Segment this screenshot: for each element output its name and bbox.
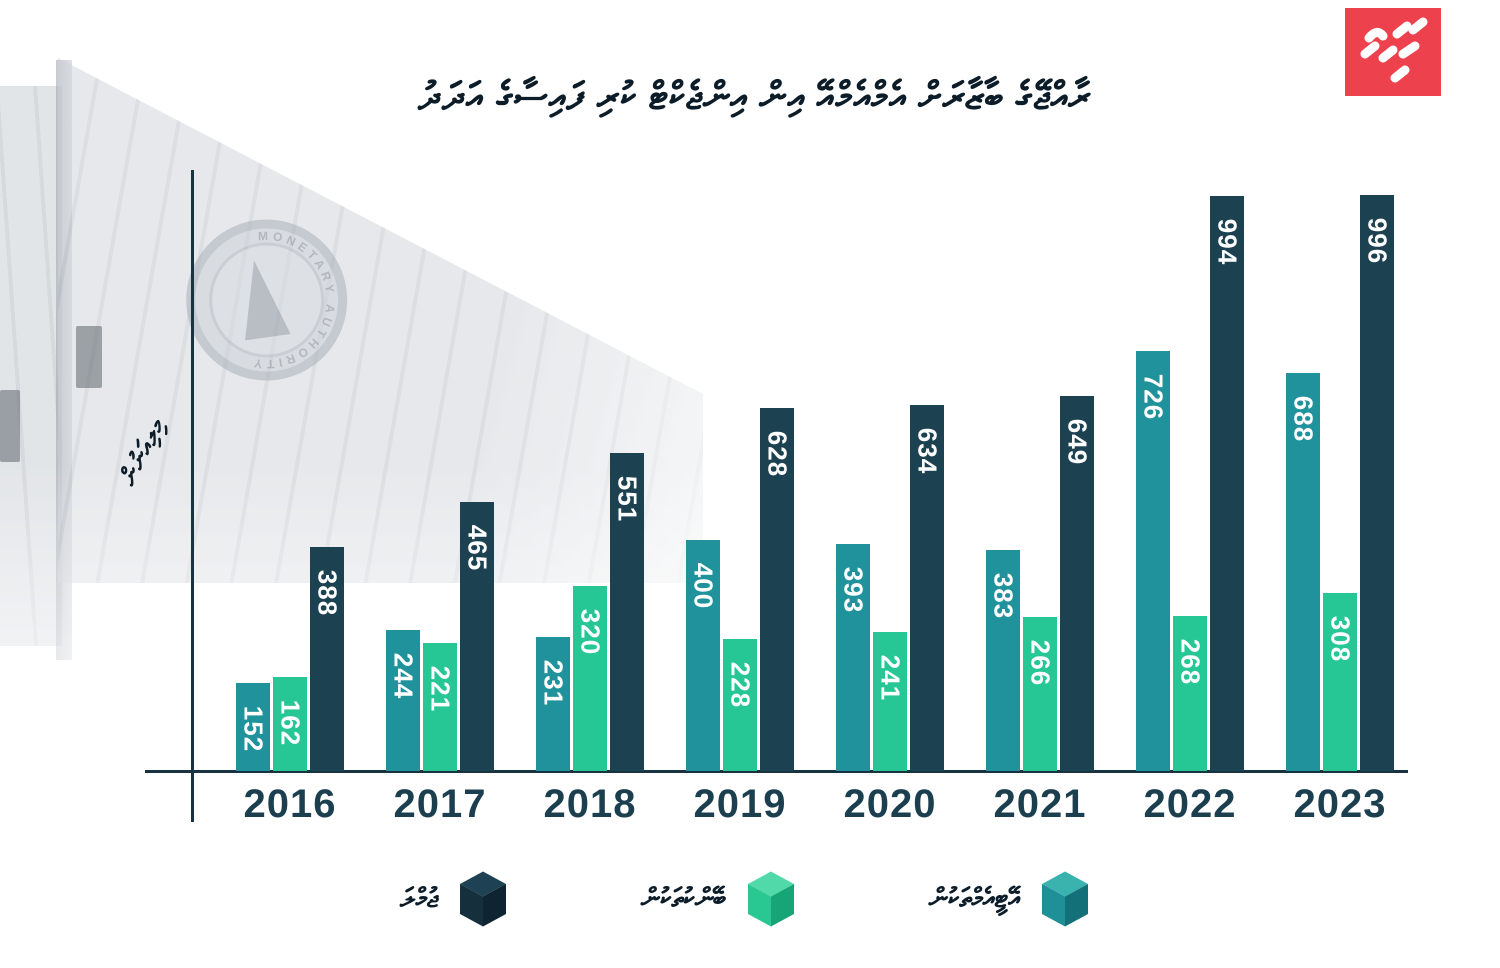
bar-banks-2019: 228	[723, 639, 757, 771]
x-tick-2020: 2020	[843, 782, 937, 826]
bar-value-label: 244	[388, 652, 419, 700]
x-tick-2022: 2022	[1143, 782, 1237, 826]
bar-value-label: 465	[462, 524, 493, 572]
logo-thaana-glyphs	[1360, 17, 1428, 83]
legend-cube-icon-atm	[1042, 871, 1088, 927]
bar-value-label: 266	[1025, 639, 1056, 687]
x-tick-2023: 2023	[1293, 782, 1387, 826]
x-axis-line	[145, 770, 1408, 773]
bar-value-label: 994	[1212, 218, 1243, 266]
bar-value-label: 320	[575, 608, 606, 656]
bar-value-label: 649	[1062, 418, 1093, 466]
page-title: ރާއްޖޭގެ ބާޒާރަށް އެމްއެމްއޭ އިން އިންޖެ…	[418, 76, 1092, 118]
bar-banks-2023: 308	[1323, 593, 1357, 771]
bar-value-label: 228	[725, 661, 756, 709]
y-axis-line	[191, 170, 194, 822]
bar-banks-2018: 320	[573, 586, 607, 771]
bar-total-2016: 388	[310, 547, 344, 771]
bar-value-label: 996	[1362, 217, 1393, 265]
mihaaru-logo	[1345, 8, 1441, 96]
bar-total-2018: 551	[610, 453, 644, 771]
bar-value-label: 231	[538, 659, 569, 707]
bar-atm-2017: 244	[386, 630, 420, 771]
bar-atm-2019: 400	[686, 540, 720, 771]
bar-value-label: 388	[312, 569, 343, 617]
bar-atm-2016: 152	[236, 683, 270, 771]
bar-atm-2020: 393	[836, 544, 870, 771]
bar-value-label: 383	[988, 572, 1019, 620]
legend-item-banks: ބޭންކުތަކުން	[641, 870, 796, 928]
bar-banks-2022: 268	[1173, 616, 1207, 771]
legend-label-total: ޖުމްލަ	[400, 883, 439, 913]
bar-total-2022: 994	[1210, 196, 1244, 771]
bar-value-label: 152	[238, 705, 269, 753]
bar-value-label: 688	[1288, 395, 1319, 443]
bar-value-label: 551	[612, 475, 643, 523]
x-tick-2016: 2016	[243, 782, 337, 826]
bar-value-label: 241	[875, 654, 906, 702]
legend-item-atm: އޭޓީއެމްތަކުން	[929, 870, 1090, 928]
legend-item-total: ޖުމްލަ	[400, 870, 508, 928]
bar-banks-2017: 221	[423, 643, 457, 771]
bar-atm-2021: 383	[986, 550, 1020, 771]
bar-banks-2020: 241	[873, 632, 907, 771]
bar-value-label: 308	[1325, 615, 1356, 663]
bar-banks-2016: 162	[273, 677, 307, 771]
bar-value-label: 393	[838, 566, 869, 614]
bar-atm-2023: 688	[1286, 373, 1320, 771]
bar-value-label: 221	[425, 665, 456, 713]
bar-value-label: 268	[1175, 638, 1206, 686]
x-tick-2019: 2019	[693, 782, 787, 826]
legend-label-atm: އޭޓީއެމްތަކުން	[928, 883, 1020, 913]
x-tick-2018: 2018	[543, 782, 637, 826]
legend-label-banks: ބޭންކުތަކުން	[640, 883, 726, 913]
bar-banks-2021: 266	[1023, 617, 1057, 771]
bar-total-2020: 634	[910, 405, 944, 771]
x-tick-2017: 2017	[393, 782, 487, 826]
bar-value-label: 726	[1138, 373, 1169, 421]
bar-total-2023: 996	[1360, 195, 1394, 771]
bar-atm-2018: 231	[536, 637, 570, 771]
bar-value-label: 628	[762, 430, 793, 478]
bar-value-label: 634	[912, 427, 943, 475]
bar-value-label: 400	[688, 562, 719, 610]
chart-legend: ޖުމްލަ ބޭންކުތަކުން އޭޓީއެމްތަކުން	[400, 858, 1090, 940]
bar-total-2017: 465	[460, 502, 494, 771]
bar-total-2021: 649	[1060, 396, 1094, 771]
legend-cube-icon-banks	[748, 871, 794, 927]
bar-total-2019: 628	[760, 408, 794, 771]
x-tick-2021: 2021	[993, 782, 1087, 826]
bar-atm-2022: 726	[1136, 351, 1170, 771]
legend-cube-icon-total	[460, 871, 507, 927]
bar-value-label: 162	[275, 699, 306, 747]
